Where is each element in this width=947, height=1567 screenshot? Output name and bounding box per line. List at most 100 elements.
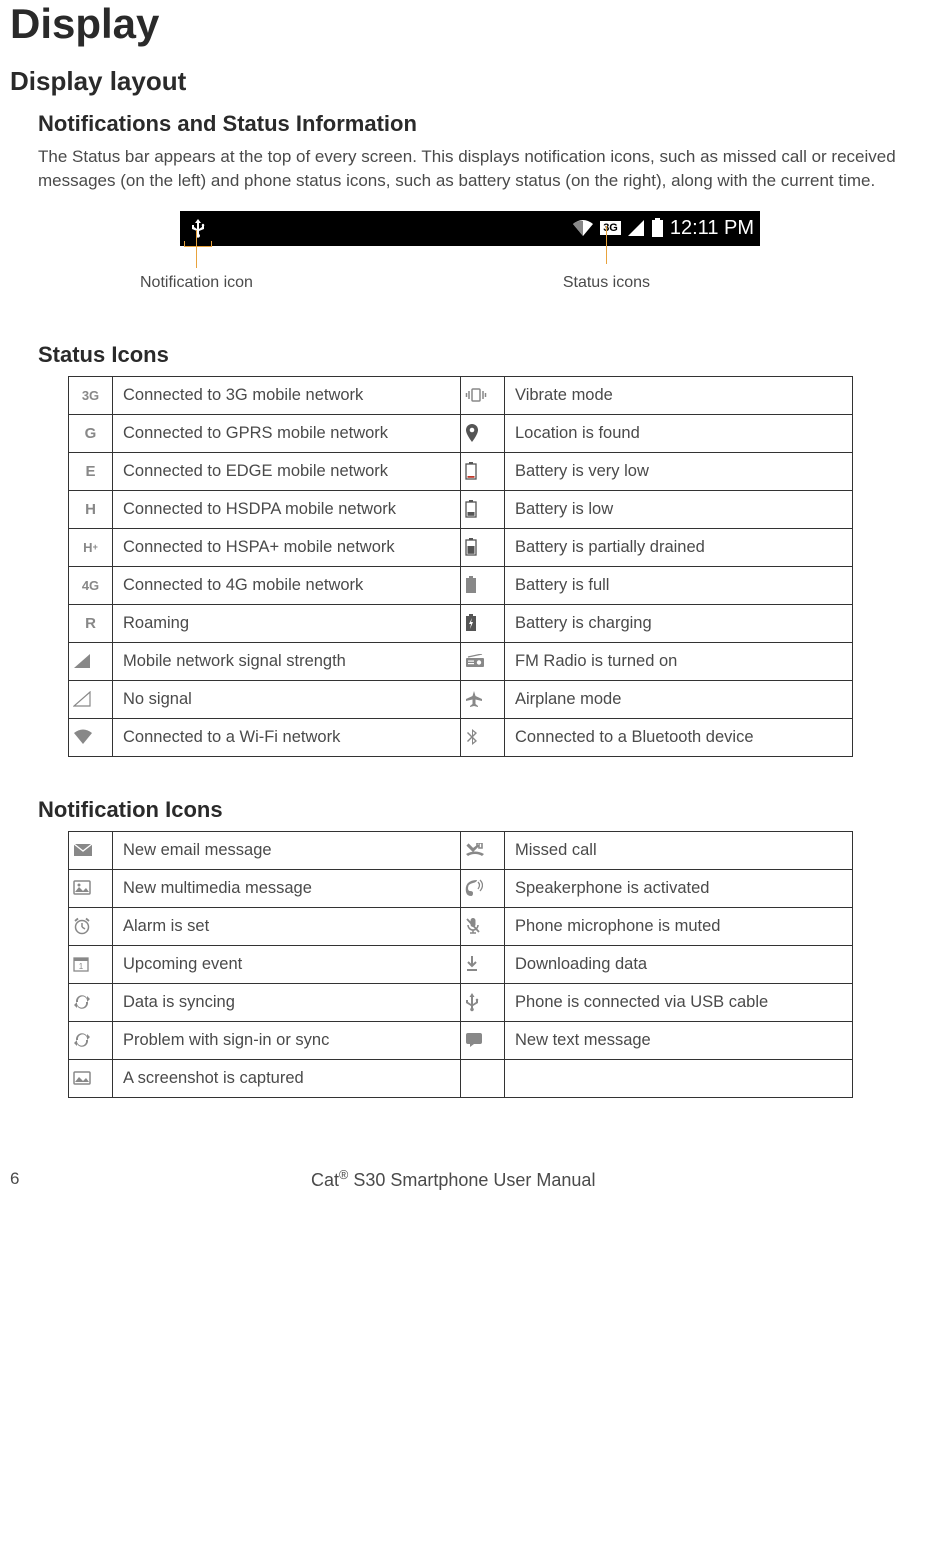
table-row: HConnected to HSDPA mobile network Batter…: [69, 490, 853, 528]
callout-row: Notification icon Status icons: [180, 248, 760, 292]
footer-manual-title: Cat® S30 Smartphone User Manual: [0, 1168, 917, 1191]
statusbar-time: 12:11 PM: [670, 217, 754, 240]
icon-description: Mobile network signal strength: [113, 642, 461, 680]
battery-charge-icon: [461, 604, 505, 642]
table-row: Connected to a Wi-Fi network Connected to…: [69, 718, 853, 756]
battery-verylow-icon: [461, 452, 505, 490]
H+-icon: H+: [69, 528, 113, 566]
icon-description: Connected to a Bluetooth device: [505, 718, 853, 756]
table-row: Problem with sign-in or syncNew text mes…: [69, 1021, 853, 1059]
table-row: New email messageMissed call: [69, 831, 853, 869]
status-icons-table: 3GConnected to 3G mobile networkVibrate …: [68, 376, 853, 757]
table-row: Mobile network signal strength FM Radio i…: [69, 642, 853, 680]
icon-description: Phone microphone is muted: [505, 907, 853, 945]
download-icon: [461, 945, 505, 983]
icon-description: Connected to GPRS mobile network: [113, 414, 461, 452]
4G-icon: 4G: [69, 566, 113, 604]
callout-notification-icon: Notification icon: [140, 248, 253, 292]
bluetooth-icon: [461, 718, 505, 756]
table-row: GConnected to GPRS mobile networkLocatio…: [69, 414, 853, 452]
screenshot-icon: [69, 1059, 113, 1097]
icon-description: Battery is low: [505, 490, 853, 528]
sms-icon: [461, 1021, 505, 1059]
icon-description: Data is syncing: [113, 983, 461, 1021]
sync-problem-icon: [69, 1021, 113, 1059]
battery-low-icon: [461, 490, 505, 528]
table-row: EConnected to EDGE mobile networkBattery…: [69, 452, 853, 490]
table-row: Data is syncing Phone is connected via US…: [69, 983, 853, 1021]
section-heading-display-layout: Display layout: [10, 66, 917, 97]
statusbar-left: [186, 217, 210, 239]
subsection-notification-icons: Notification Icons: [38, 797, 917, 823]
icon-description: [505, 1059, 853, 1097]
table-row: 4GConnected to 4G mobile network Battery …: [69, 566, 853, 604]
icon-description: Upcoming event: [113, 945, 461, 983]
radio-icon: [461, 642, 505, 680]
icon-description: No signal: [113, 680, 461, 718]
icon-description: Battery is partially drained: [505, 528, 853, 566]
battery-icon: [651, 218, 664, 238]
E-icon: E: [69, 452, 113, 490]
table-row: RRoamingBattery is charging: [69, 604, 853, 642]
H-icon: H: [69, 490, 113, 528]
subsection-status-icons: Status Icons: [38, 342, 917, 368]
icon-description: Battery is full: [505, 566, 853, 604]
icon-description: Speakerphone is activated: [505, 869, 853, 907]
icon-description: Alarm is set: [113, 907, 461, 945]
usb-icon: [186, 217, 210, 239]
wifi-icon: [572, 219, 594, 237]
empty-icon: [461, 1059, 505, 1097]
statusbar: 3G 12:11 PM: [180, 211, 760, 246]
missed-call-icon: [461, 831, 505, 869]
three-g-badge: 3G: [600, 221, 621, 235]
footer-title-post: S30 Smartphone User Manual: [348, 1170, 595, 1190]
wifi-icon: [69, 718, 113, 756]
icon-description: Roaming: [113, 604, 461, 642]
speaker-icon: [461, 869, 505, 907]
icon-description: Connected to HSDPA mobile network: [113, 490, 461, 528]
icon-description: Phone is connected via USB cable: [505, 983, 853, 1021]
table-row: 1 Upcoming event Downloading data: [69, 945, 853, 983]
table-row: H+Connected to HSPA+ mobile network Batte…: [69, 528, 853, 566]
location-icon: [461, 414, 505, 452]
table-row: 3GConnected to 3G mobile networkVibrate …: [69, 376, 853, 414]
mms-icon: [69, 869, 113, 907]
notification-icons-table: New email messageMissed callNew multimed…: [68, 831, 853, 1098]
G-icon: G: [69, 414, 113, 452]
icon-description: Battery is charging: [505, 604, 853, 642]
page-title: Display: [10, 0, 917, 48]
signal-icon: [627, 219, 645, 237]
icon-description: Connected to 3G mobile network: [113, 376, 461, 414]
signal-icon: [69, 642, 113, 680]
icon-description: Connected to a Wi-Fi network: [113, 718, 461, 756]
icon-description: Missed call: [505, 831, 853, 869]
vibrate-icon: [461, 376, 505, 414]
mic-mute-icon: [461, 907, 505, 945]
sync-icon: [69, 983, 113, 1021]
icon-description: Downloading data: [505, 945, 853, 983]
icon-description: Connected to HSPA+ mobile network: [113, 528, 461, 566]
table-row: No signal Airplane mode: [69, 680, 853, 718]
battery-full-icon: [461, 566, 505, 604]
icon-description: FM Radio is turned on: [505, 642, 853, 680]
svg-text:1: 1: [79, 962, 84, 971]
table-row: Alarm is set Phone microphone is muted: [69, 907, 853, 945]
table-row: New multimedia messageSpeakerphone is ac…: [69, 869, 853, 907]
alarm-icon: [69, 907, 113, 945]
subsection-notifications-status: Notifications and Status Information: [38, 111, 917, 137]
statusbar-figure: 3G 12:11 PM Notification icon Status ico…: [180, 211, 760, 292]
registered-mark: ®: [339, 1168, 348, 1182]
page-footer: 6 Cat® S30 Smartphone User Manual: [10, 1168, 917, 1191]
icon-description: Connected to 4G mobile network: [113, 566, 461, 604]
email-icon: [69, 831, 113, 869]
3G-icon: 3G: [69, 376, 113, 414]
battery-partial-icon: [461, 528, 505, 566]
footer-title-pre: Cat: [311, 1170, 339, 1190]
icon-description: Problem with sign-in or sync: [113, 1021, 461, 1059]
table-row: A screenshot is captured: [69, 1059, 853, 1097]
icon-description: Airplane mode: [505, 680, 853, 718]
callout-status-icons: Status icons: [563, 248, 650, 292]
icon-description: A screenshot is captured: [113, 1059, 461, 1097]
statusbar-right: 3G 12:11 PM: [572, 217, 754, 240]
usb-icon: [461, 983, 505, 1021]
